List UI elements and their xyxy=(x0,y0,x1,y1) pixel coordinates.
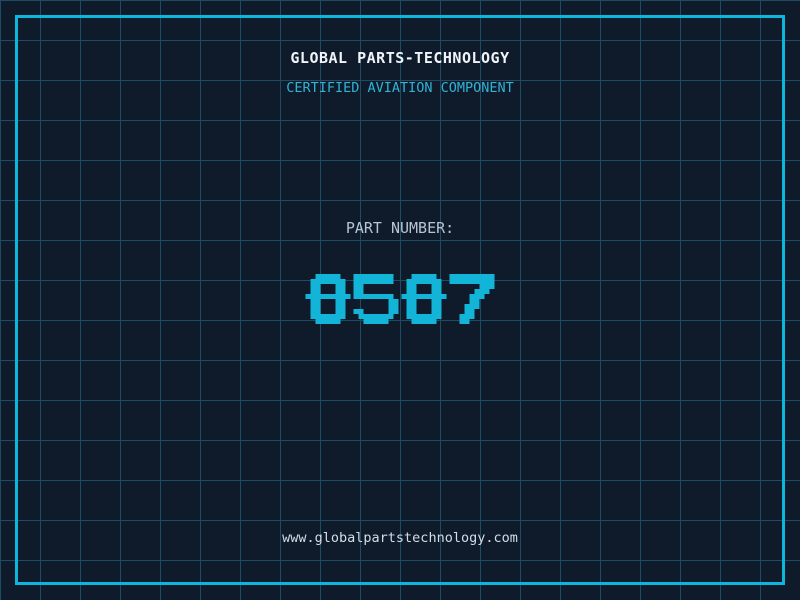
part-number-digits xyxy=(305,274,495,324)
part-number-label: PART NUMBER: xyxy=(345,219,455,237)
company-title: GLOBAL PARTS-TECHNOLOGY xyxy=(290,49,510,67)
website-url: www.globalpartstechnology.com xyxy=(282,530,518,546)
part-number-value xyxy=(305,274,495,324)
certification-subtitle: CERTIFIED AVIATION COMPONENT xyxy=(286,80,514,96)
border-frame xyxy=(15,15,785,585)
